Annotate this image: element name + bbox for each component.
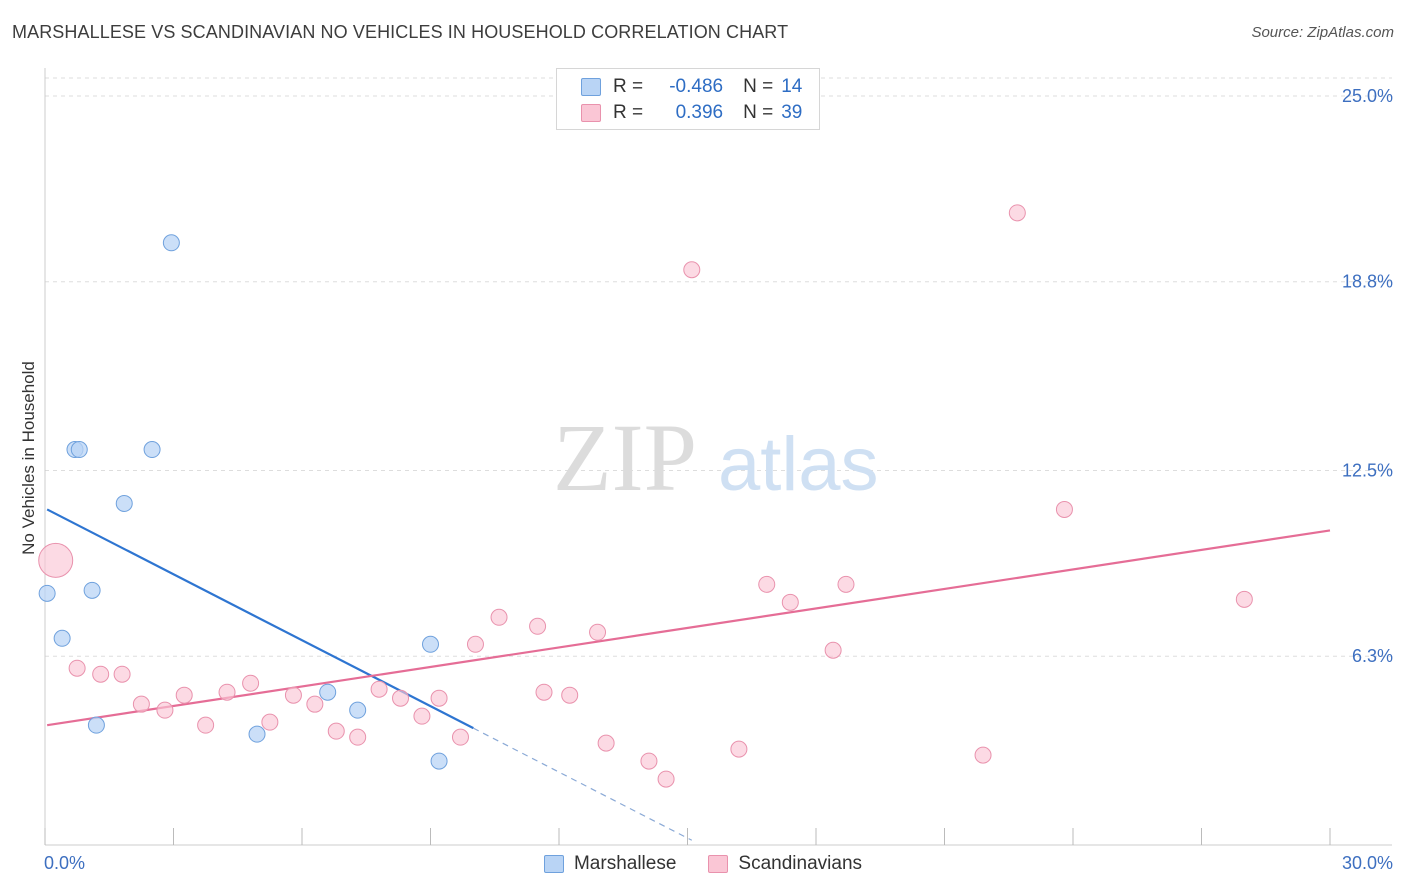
y-tick-label: 18.8% — [1342, 272, 1393, 292]
gridlines — [45, 77, 1392, 657]
data-point-marshallese — [70, 441, 88, 459]
legend-n-value: 39 — [781, 102, 803, 123]
data-point-scandinavians — [758, 575, 776, 593]
data-point-scandinavians — [156, 701, 174, 719]
legend-swatch-blue — [543, 855, 564, 873]
trend-lines — [46, 508, 1331, 841]
stats-legend: R = -0.486 N = 14 R = 0.396 N = 39 — [556, 68, 820, 130]
legend-row-scandinavians: R = 0.396 N = 39 — [581, 101, 802, 125]
data-point-scandinavians — [589, 623, 607, 641]
data-point-scandinavians — [490, 608, 508, 626]
data-point-marshallese — [143, 441, 161, 459]
legend-r-value: -0.486 — [669, 76, 724, 97]
data-point-marshallese — [38, 584, 56, 602]
data-point-marshallese — [115, 494, 133, 512]
x-tick-label: 30.0% — [1342, 853, 1393, 873]
trend-line-marshallese — [46, 508, 474, 730]
data-point-scandinavians — [730, 740, 748, 758]
data-point-scandinavians — [132, 695, 150, 713]
data-point-marshallese — [248, 725, 266, 743]
trend-line-scandinavians — [46, 529, 1331, 727]
data-point-scandinavians — [392, 689, 410, 707]
data-point-scandinavians — [837, 575, 855, 593]
data-point-marshallese — [53, 629, 71, 647]
legend-item-marshallese[interactable]: Marshallese — [543, 853, 677, 875]
legend-swatch-pink — [581, 104, 601, 122]
watermark-atlas: atlas — [718, 422, 879, 507]
legend-r-value: 0.396 — [675, 102, 724, 123]
data-point-scandinavians — [535, 683, 553, 701]
data-point-scandinavians — [1055, 500, 1073, 518]
y-tick-label: 12.5% — [1342, 460, 1393, 480]
legend-swatch-pink — [708, 855, 729, 873]
legend-r-label: R = — [613, 102, 644, 123]
data-point-marshallese — [349, 701, 367, 719]
legend-item-label: Marshallese — [573, 853, 677, 874]
data-point-marshallese — [430, 752, 448, 770]
data-point-scandinavians — [640, 752, 658, 770]
data-point-scandinavians — [683, 261, 701, 279]
y-tick-label: 25.0% — [1342, 86, 1393, 106]
data-point-scandinavians — [92, 665, 110, 683]
data-point-scandinavians — [466, 635, 484, 653]
data-point-scandinavians — [218, 683, 236, 701]
data-point-scandinavians — [597, 734, 615, 752]
data-point-scandinavians — [824, 641, 842, 659]
legend-n-label: N = — [743, 102, 774, 123]
data-point-scandinavians — [261, 713, 279, 731]
data-point-scandinavians — [197, 716, 215, 734]
legend-n-label: N = — [743, 76, 774, 97]
data-point-scandinavians — [370, 680, 388, 698]
legend-item-label: Scandinavians — [738, 853, 863, 874]
x-tick-label: 0.0% — [44, 853, 85, 873]
data-point-marshallese — [319, 683, 337, 701]
data-point-scandinavians — [38, 542, 74, 578]
axis-tick-labels: 6.3% 12.5% 18.8% 25.0% 0.0% 30.0% — [44, 86, 1393, 873]
data-point-scandinavians — [1008, 204, 1026, 222]
series-legend: Marshallese Scandinavians — [0, 852, 1406, 876]
data-point-marshallese — [87, 716, 105, 734]
watermark: ZIP atlas — [553, 404, 879, 511]
data-point-scandinavians — [974, 746, 992, 764]
data-point-scandinavians — [68, 659, 86, 677]
data-point-scandinavians — [284, 686, 302, 704]
data-point-scandinavians — [430, 689, 448, 707]
source-label: Source: ZipAtlas.com — [1251, 24, 1394, 41]
data-point-scandinavians — [451, 728, 469, 746]
data-point-scandinavians — [781, 593, 799, 611]
watermark-zip: ZIP — [553, 404, 697, 511]
legend-item-scandinavians[interactable]: Scandinavians — [708, 853, 862, 875]
data-point-scandinavians — [349, 728, 367, 746]
data-point-scandinavians — [175, 686, 193, 704]
legend-row-marshallese: R = -0.486 N = 14 — [581, 75, 802, 99]
data-points — [38, 204, 1253, 788]
data-point-scandinavians — [113, 665, 131, 683]
data-point-marshallese — [422, 635, 439, 653]
data-point-scandinavians — [327, 722, 345, 740]
data-point-scandinavians — [529, 617, 547, 635]
y-tick-label: 6.3% — [1352, 646, 1393, 666]
data-point-marshallese — [83, 581, 101, 599]
data-point-scandinavians — [242, 674, 260, 692]
data-point-marshallese — [162, 234, 180, 252]
trend-line-marshallese-extension — [473, 727, 693, 841]
y-axis-label: No Vehicles in Household — [19, 361, 38, 555]
data-point-scandinavians — [306, 695, 324, 713]
data-point-scandinavians — [657, 770, 675, 788]
legend-swatch-blue — [581, 78, 601, 96]
chart-title: MARSHALLESE VS SCANDINAVIAN NO VEHICLES … — [12, 22, 789, 42]
legend-r-label: R = — [613, 76, 644, 97]
legend-n-value: 14 — [781, 76, 803, 97]
axes — [44, 68, 1392, 846]
data-point-scandinavians — [413, 707, 431, 725]
data-point-scandinavians — [561, 686, 579, 704]
data-point-scandinavians — [1235, 590, 1253, 608]
